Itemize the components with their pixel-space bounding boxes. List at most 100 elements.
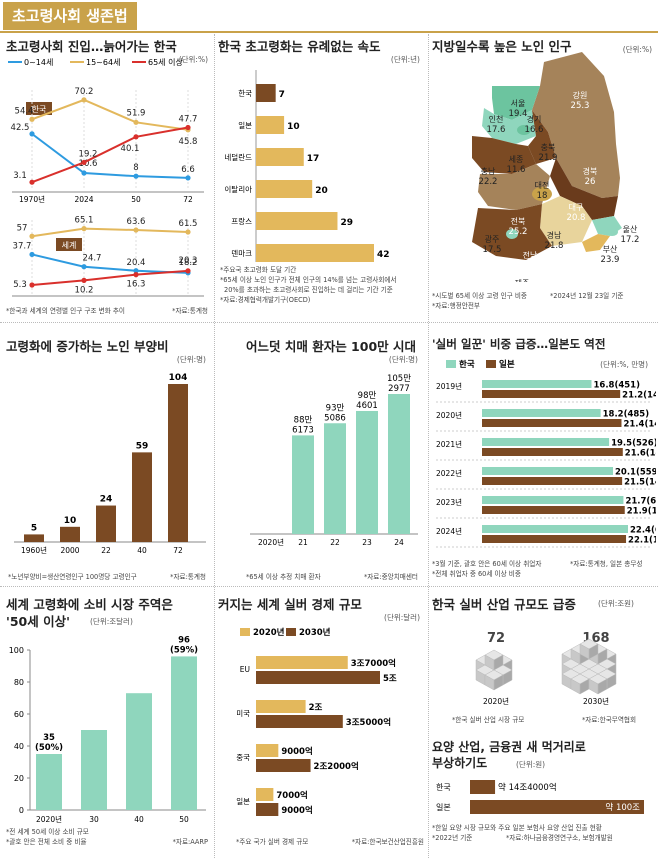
korea-series-line [31, 98, 189, 131]
bar [126, 693, 152, 810]
bar [256, 803, 279, 816]
chart-note: *한일 요양 시장 규모와 주요 일본 보험사 요양 산업 진출 현황 [432, 824, 602, 832]
panel-title-line2: '50세 이상' [6, 614, 70, 629]
korea-series-line [31, 126, 189, 184]
value-label: 21.5(1438) [624, 478, 656, 488]
value-label: 21.4(1437) [623, 420, 656, 430]
x-tick-label: 24 [394, 538, 404, 547]
consumption-bar-chart: 0 20 40 60 80 100 2020년 35(50%) 30 40 50 96(59%) [9, 635, 206, 824]
region-name: 충북 [541, 143, 556, 152]
chart-source: *자료:행정안전부 [432, 302, 480, 310]
bar [171, 656, 197, 810]
bar [256, 700, 306, 713]
world-tag [56, 238, 82, 251]
region-shape [606, 228, 618, 236]
world-point [29, 282, 35, 288]
unit-label: (단위:년) [390, 55, 420, 64]
value-label: (50%) [35, 743, 63, 753]
region-value: 18 [537, 191, 548, 201]
korea-tag-label: 한국 [32, 105, 47, 114]
unit-label: (단위:달러) [384, 613, 420, 622]
value-label: 29 [340, 218, 353, 228]
panel-title: 한국 초고령화는 유례없는 속도 [218, 39, 381, 54]
x-tick-label: 30 [89, 815, 99, 824]
region-name: 제주 [515, 279, 530, 282]
legend-15-64: 15~64세 [86, 58, 120, 67]
divider [0, 586, 658, 587]
bar [256, 148, 304, 166]
bar [60, 526, 80, 542]
bar [256, 84, 276, 102]
y-tick-label: 80 [14, 678, 24, 687]
x-tick-label: 50 [131, 195, 141, 204]
panel-title: 고령화에 증가하는 노인 부양비 [6, 339, 169, 354]
x-tick-label: 2020년 [258, 537, 284, 547]
region-name: 경북 [583, 166, 598, 176]
bar [132, 452, 152, 542]
world-point [81, 226, 87, 232]
world-data-label: 20.4 [127, 258, 146, 268]
x-tick-label: 23 [362, 538, 372, 547]
value-label: 21.9(1467) [627, 507, 656, 517]
value-label: 3조7000억 [351, 658, 396, 669]
unit-label: (단위:%) [178, 55, 208, 64]
year-2020: 2020년 [483, 696, 509, 706]
x-tick-label: 2000 [60, 546, 79, 555]
chart-source: *자료:AARP [172, 838, 208, 846]
chart-source: *자료:중앙치매센터 [363, 573, 418, 581]
value-label: 2977 [388, 384, 410, 394]
y-tick-label: 60 [14, 710, 24, 719]
cube-face [597, 678, 608, 695]
region-value: 22.2 [479, 177, 498, 187]
x-tick-label: 1960년 [21, 545, 47, 555]
value-label: 5086 [324, 413, 346, 423]
chart-note: *괄호 안은 전체 소비 중 비율 [6, 838, 87, 846]
legend-2020: 2020년 [253, 627, 285, 638]
dependency-ratio-panel: 고령화에 증가하는 노인 부양비 (단위:명) 5 1960년 10 2000 24 22… [6, 336, 210, 582]
chart-source: *자료:통계청 [172, 307, 208, 315]
silver-industry-illustration: 72 168 2020년 2030년 [475, 631, 617, 706]
world-data-label: 18.2 [179, 258, 198, 268]
region-value: 27.2 [521, 261, 540, 271]
value-label: (59%) [170, 645, 198, 655]
category-label: 한국 [436, 783, 451, 792]
region-shape [482, 108, 536, 144]
region-value: 25.3 [571, 101, 590, 111]
unit-label: (단위:원) [516, 760, 546, 769]
chart-note: *노년부양비=생산연령인구 100명당 고령인구 [8, 573, 137, 581]
x-tick-label: 72 [173, 546, 183, 555]
korea-point [133, 119, 139, 125]
unit-label: (단위:명) [388, 355, 418, 364]
silver-workers-panel: '실버 일꾼' 비중 급증…일본도 역전 한국 일본 (단위:%, 만명) 20… [432, 336, 656, 584]
unit-label: (단위:조원) [598, 599, 634, 608]
bar [168, 384, 188, 542]
value-label: 22.4(637) [630, 526, 656, 536]
unit-label: (단위:%) [622, 45, 652, 54]
region-shape [492, 86, 540, 120]
chart-date: *2022년 기준 [432, 834, 473, 842]
region-shape [540, 196, 592, 246]
bar [256, 715, 343, 728]
world-point [29, 251, 35, 258]
legend-2030: 2030년 [299, 627, 331, 638]
region-name: 인천 [489, 114, 504, 124]
chart-note: *주요 국가 실버 경제 규모 [236, 838, 309, 846]
legend-0-14: 0~14세 [24, 58, 53, 67]
world-series-line [31, 253, 189, 274]
region-shape [517, 125, 531, 135]
value-label: 7 [279, 90, 285, 100]
korea-data-label: 40.1 [121, 144, 140, 154]
korea-data-label: 42.5 [11, 123, 30, 133]
region-shape [506, 229, 518, 239]
world-point [185, 229, 191, 235]
bar [256, 671, 380, 684]
bar [81, 730, 107, 810]
value-label: 2조 [309, 703, 323, 713]
cube-face [588, 643, 599, 660]
region-value: 26 [585, 177, 596, 187]
value-label: 2조2000억 [314, 761, 359, 772]
title-rule [0, 31, 658, 33]
value-label: 19.5(526) [611, 439, 656, 449]
